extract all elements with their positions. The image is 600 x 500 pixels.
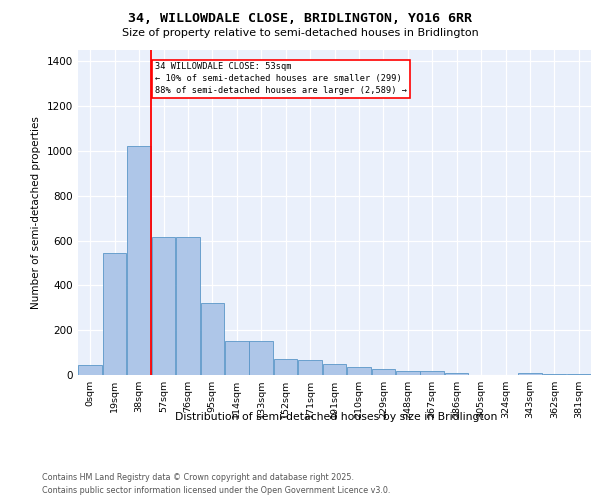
Bar — [371, 370, 395, 375]
Bar — [79, 365, 102, 375]
Bar — [152, 237, 175, 375]
Y-axis label: Number of semi-detached properties: Number of semi-detached properties — [31, 116, 41, 309]
Text: Contains HM Land Registry data © Crown copyright and database right 2025.: Contains HM Land Registry data © Crown c… — [42, 472, 354, 482]
Bar — [225, 342, 248, 375]
Bar — [127, 146, 151, 375]
Text: Size of property relative to semi-detached houses in Bridlington: Size of property relative to semi-detach… — [122, 28, 478, 38]
Bar — [421, 371, 444, 375]
Text: Contains public sector information licensed under the Open Government Licence v3: Contains public sector information licen… — [42, 486, 391, 495]
Bar — [274, 360, 298, 375]
Bar — [103, 253, 127, 375]
Bar — [445, 373, 469, 375]
Bar — [396, 370, 419, 375]
Bar — [200, 304, 224, 375]
Bar — [518, 373, 542, 375]
Bar — [347, 367, 371, 375]
Bar — [542, 374, 566, 375]
Bar — [176, 237, 200, 375]
Bar — [323, 364, 346, 375]
Bar — [567, 374, 590, 375]
Bar — [250, 342, 273, 375]
Text: 34, WILLOWDALE CLOSE, BRIDLINGTON, YO16 6RR: 34, WILLOWDALE CLOSE, BRIDLINGTON, YO16 … — [128, 12, 472, 26]
Bar — [298, 360, 322, 375]
Text: Distribution of semi-detached houses by size in Bridlington: Distribution of semi-detached houses by … — [175, 412, 497, 422]
Text: 34 WILLOWDALE CLOSE: 53sqm
← 10% of semi-detached houses are smaller (299)
88% o: 34 WILLOWDALE CLOSE: 53sqm ← 10% of semi… — [155, 62, 407, 95]
